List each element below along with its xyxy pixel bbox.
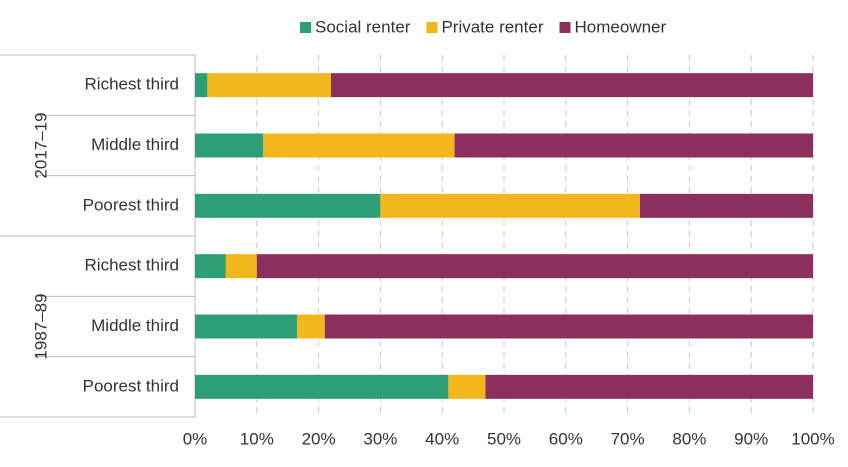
legend-label: Social renter <box>315 17 411 36</box>
bar-segment <box>330 73 813 98</box>
y-tick-label: Richest third <box>85 256 179 275</box>
group-label: 1987–89 <box>31 293 50 359</box>
x-tick-label: 0% <box>183 429 208 448</box>
legend-label: Private renter <box>441 17 543 36</box>
bar-segment <box>195 193 381 218</box>
bar-segment <box>195 133 263 158</box>
bar-segment <box>262 133 455 158</box>
bar-segment <box>195 254 226 279</box>
bar-segment <box>256 254 813 279</box>
bar-segment <box>225 254 257 279</box>
x-tick-label: 10% <box>240 429 274 448</box>
x-tick-label: 80% <box>672 429 706 448</box>
bar-segment <box>454 133 813 158</box>
y-tick-label: Poorest third <box>83 195 179 214</box>
bar-segment <box>639 193 813 218</box>
legend-label: Homeowner <box>574 17 666 36</box>
y-tick-label: Richest third <box>85 75 179 94</box>
y-tick-label: Middle third <box>91 316 179 335</box>
legend-swatch <box>426 22 438 33</box>
bar-segment <box>195 374 449 399</box>
bar-segment <box>380 193 640 218</box>
legend-swatch <box>559 22 571 33</box>
x-tick-label: 90% <box>734 429 768 448</box>
bar-segment <box>448 374 486 399</box>
y-tick-label: Middle third <box>91 135 179 154</box>
x-tick-label: 50% <box>487 429 521 448</box>
bar-segment <box>324 314 813 339</box>
x-tick-label: 60% <box>549 429 583 448</box>
x-tick-label: 70% <box>611 429 645 448</box>
bar-segment <box>207 73 331 98</box>
bar-segment <box>296 314 325 339</box>
bar-segment <box>195 73 208 98</box>
x-tick-label: 100% <box>791 429 834 448</box>
x-tick-label: 20% <box>302 429 336 448</box>
bar-segment <box>485 374 813 399</box>
y-tick-label: Poorest third <box>83 376 179 395</box>
legend-swatch <box>300 22 311 33</box>
x-tick-label: 30% <box>363 429 397 448</box>
x-tick-label: 40% <box>425 429 459 448</box>
group-label: 2017–19 <box>31 112 50 178</box>
bar-segment <box>195 314 297 339</box>
